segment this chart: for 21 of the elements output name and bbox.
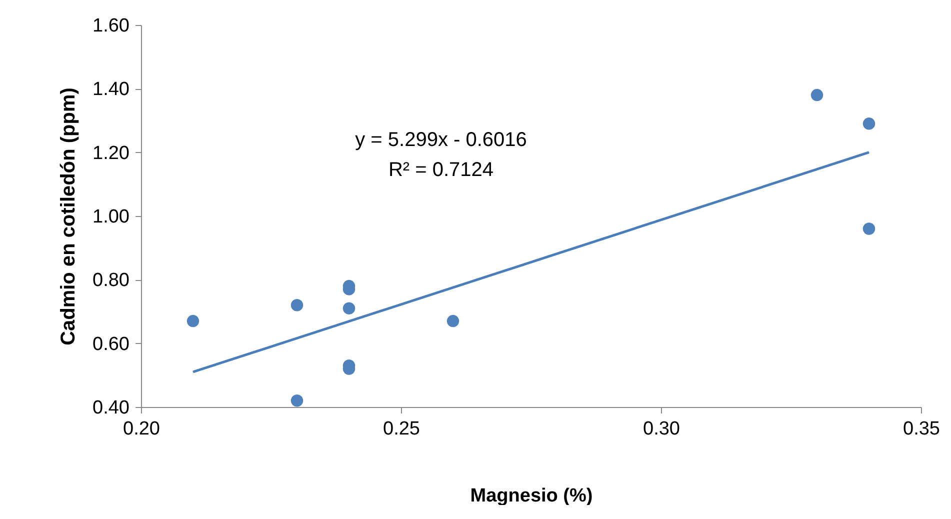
y-tick-label: 1.00	[92, 206, 130, 228]
y-tick-label: 1.60	[92, 16, 130, 36]
point	[862, 118, 876, 130]
point	[290, 299, 304, 312]
y-tick-label: 0.80	[92, 270, 130, 292]
point	[290, 394, 304, 407]
point	[186, 314, 200, 328]
x-tick-label: 0.35	[903, 418, 940, 440]
y-tick-label: 1.20	[92, 142, 130, 164]
x-tick-label: 0.20	[123, 418, 160, 440]
point	[446, 314, 460, 328]
annotation: y = 5.299x - 0.6016 R² = 0.7124	[355, 129, 527, 181]
y-axis-title: Cadmio en cotiledón (ppm)	[58, 88, 80, 346]
x-tick-label: 0.25	[383, 418, 420, 440]
point	[862, 222, 876, 235]
y-tick-label: 0.40	[92, 398, 130, 418]
point	[810, 88, 824, 102]
point	[342, 302, 356, 314]
x-tick-label: 0.30	[643, 418, 680, 440]
y-tick-label: 1.40	[92, 79, 130, 100]
y-tick-label: 0.60	[92, 334, 130, 355]
